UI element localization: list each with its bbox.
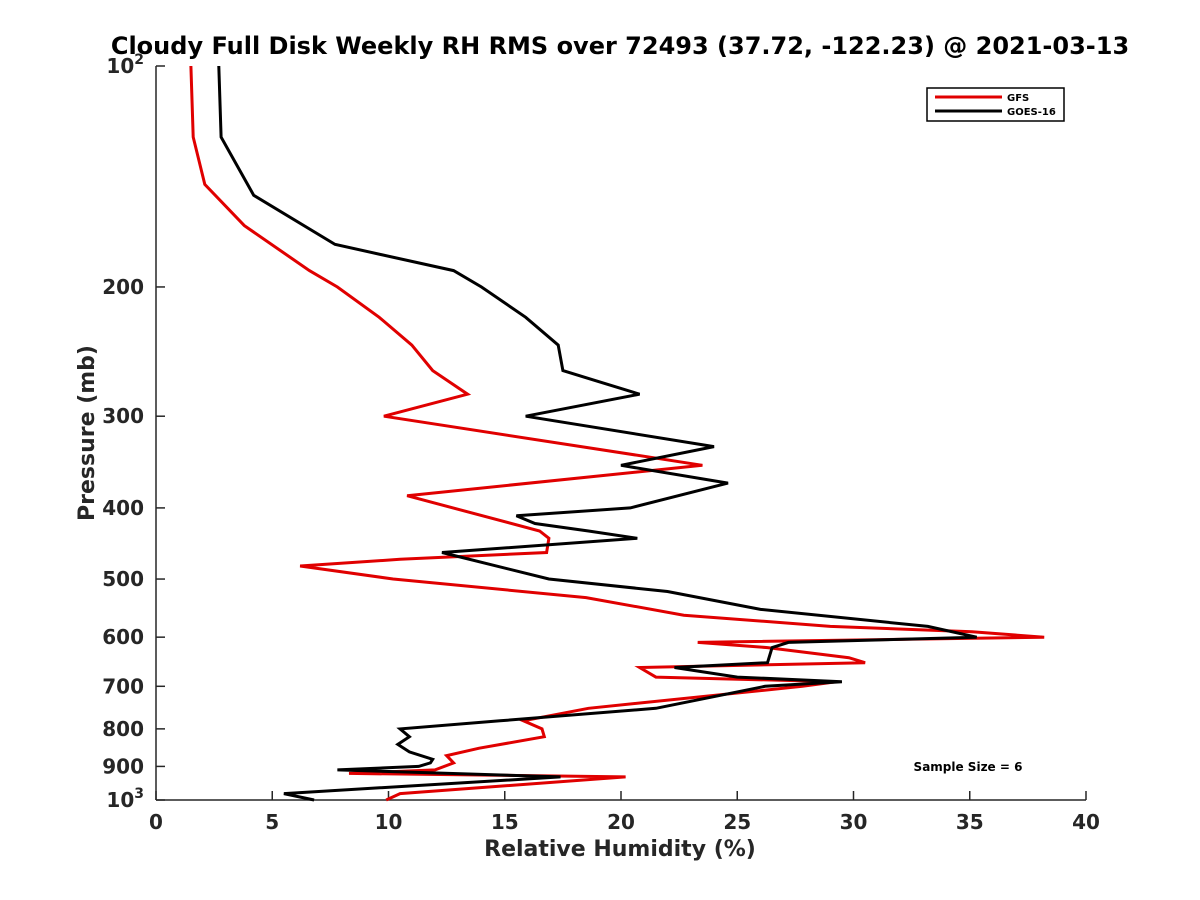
y-tick-label: 400 [102,496,144,520]
x-tick-label: 15 [491,810,519,834]
y-tick-label: 200 [102,275,144,299]
x-tick-label: 40 [1072,810,1100,834]
x-tick-label: 0 [149,810,163,834]
x-tick-label: 25 [723,810,751,834]
y-axis-label: Pressure (mb) [75,345,100,521]
x-tick-label: 5 [265,810,279,834]
chart-title: Cloudy Full Disk Weekly RH RMS over 7249… [111,32,1129,60]
x-tick-label: 20 [607,810,635,834]
legend-label: GFS [1007,93,1029,104]
data-series [189,65,1045,802]
y-tick-label: 102 [106,52,144,78]
y-tick-label: 700 [102,674,144,698]
y-tick-label: 500 [102,567,144,591]
series-line-goes-16 [217,65,978,802]
x-axis-label: Relative Humidity (%) [484,837,756,862]
y-tick-label: 103 [106,786,144,812]
y-tick-label: 600 [102,625,144,649]
sample-size-annotation: Sample Size = 6 [914,760,1023,774]
legend-box [926,87,1065,122]
series-line-gfs [189,65,1045,802]
x-tick-label: 10 [375,810,403,834]
x-tick-label: 30 [840,810,868,834]
legend-label: GOES-16 [1007,107,1056,118]
y-tick-label: 800 [102,717,144,741]
y-tick-label: 900 [102,754,144,778]
y-tick-label: 300 [102,404,144,428]
x-tick-label: 35 [956,810,984,834]
legend: GFS GOES-16 [926,87,1065,122]
axes: 0 5 10 15 20 25 30 35 40 102 200 300 400 500 600 700 800… [102,52,1100,834]
